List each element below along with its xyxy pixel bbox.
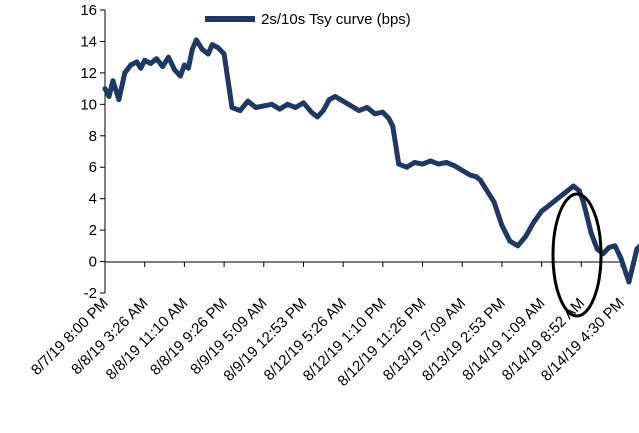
data-point (547, 202, 552, 208)
data-point (606, 245, 612, 250)
data-point (467, 172, 473, 178)
data-point (189, 46, 195, 52)
data-point (390, 123, 396, 129)
data-point (571, 183, 576, 189)
y-tick-label: 4 (89, 191, 97, 208)
data-point (102, 86, 108, 91)
data-point (618, 256, 624, 261)
y-axis: -2 0 2 4 6 8 10 12 14 16 (80, 2, 106, 302)
y-tick-label: 14 (80, 33, 97, 50)
data-point (515, 243, 521, 249)
data-point (178, 73, 183, 79)
data-point (106, 94, 112, 99)
data-point (326, 97, 332, 102)
data-point (451, 163, 457, 169)
data-point (320, 108, 326, 113)
data-point (404, 164, 410, 170)
data-point (584, 215, 590, 220)
data-point (555, 196, 560, 202)
data-point (315, 114, 320, 120)
data-point (473, 174, 479, 180)
data-point (523, 234, 529, 239)
data-point (563, 190, 568, 195)
data-point (444, 160, 449, 165)
data-point (348, 103, 354, 109)
legend: 2s/10s Tsy curve (bps) (205, 11, 411, 28)
data-point (420, 161, 425, 167)
data-point (205, 51, 211, 57)
data-point (594, 246, 600, 252)
data-point (160, 64, 166, 69)
series-layer (102, 37, 639, 285)
y-tick-label: 10 (80, 96, 97, 113)
y-tick-label: 8 (89, 128, 97, 145)
data-point (221, 51, 227, 57)
data-point (372, 111, 378, 117)
data-point (209, 42, 215, 47)
data-point (172, 67, 177, 73)
y-tick-label: 16 (80, 2, 97, 19)
data-point (483, 186, 489, 192)
y-tick-label: -2 (84, 285, 97, 302)
data-point (531, 219, 537, 225)
data-point (340, 98, 346, 104)
data-point (293, 105, 298, 110)
highlight-circle-annotation (551, 192, 603, 318)
data-point (142, 57, 148, 63)
data-point (364, 105, 370, 110)
data-point (588, 230, 594, 236)
data-point (499, 223, 505, 228)
y-tick-label: 2 (89, 222, 97, 239)
data-point (154, 56, 160, 62)
data-point (237, 108, 243, 113)
data-point (539, 208, 544, 214)
data-point (253, 105, 259, 110)
x-axis: 8/7/19 8:00 PM8/8/19 3:26 AM8/8/19 11:10… (28, 261, 628, 390)
data-point (459, 168, 465, 173)
data-point (193, 37, 199, 43)
data-point (261, 103, 267, 109)
data-point (245, 98, 251, 104)
data-point (491, 199, 497, 205)
legend-label-series-0: 2s/10s Tsy curve (bps) (261, 11, 411, 28)
data-point (186, 65, 191, 71)
data-point (428, 158, 433, 164)
data-point (277, 106, 282, 112)
y-tick-label: 12 (80, 65, 97, 82)
series-line-0 (102, 37, 639, 285)
data-point (386, 116, 392, 121)
data-point (138, 65, 144, 71)
data-point (148, 61, 154, 66)
data-point (301, 100, 306, 106)
data-point (229, 105, 235, 110)
data-point (269, 101, 275, 107)
data-point (110, 78, 116, 84)
data-point (576, 188, 582, 194)
data-point (436, 161, 441, 167)
y-tick-label: 0 (89, 254, 97, 271)
data-point (412, 160, 417, 165)
data-point (356, 108, 362, 113)
data-point (580, 199, 586, 205)
data-point (626, 279, 632, 285)
data-point (116, 97, 122, 102)
data-point (285, 101, 290, 107)
data-point (215, 45, 221, 51)
data-point (122, 70, 128, 76)
data-point (396, 161, 402, 167)
data-point (134, 59, 140, 65)
data-point (380, 109, 386, 115)
y-tick-label: 6 (89, 159, 97, 176)
data-point (332, 94, 338, 99)
data-point (612, 243, 618, 249)
data-point (166, 54, 171, 60)
data-point (182, 62, 187, 68)
data-point (128, 62, 134, 68)
data-point (477, 177, 483, 183)
data-point (309, 109, 314, 115)
data-point (507, 238, 513, 244)
data-point (199, 46, 205, 52)
data-point (634, 246, 639, 252)
